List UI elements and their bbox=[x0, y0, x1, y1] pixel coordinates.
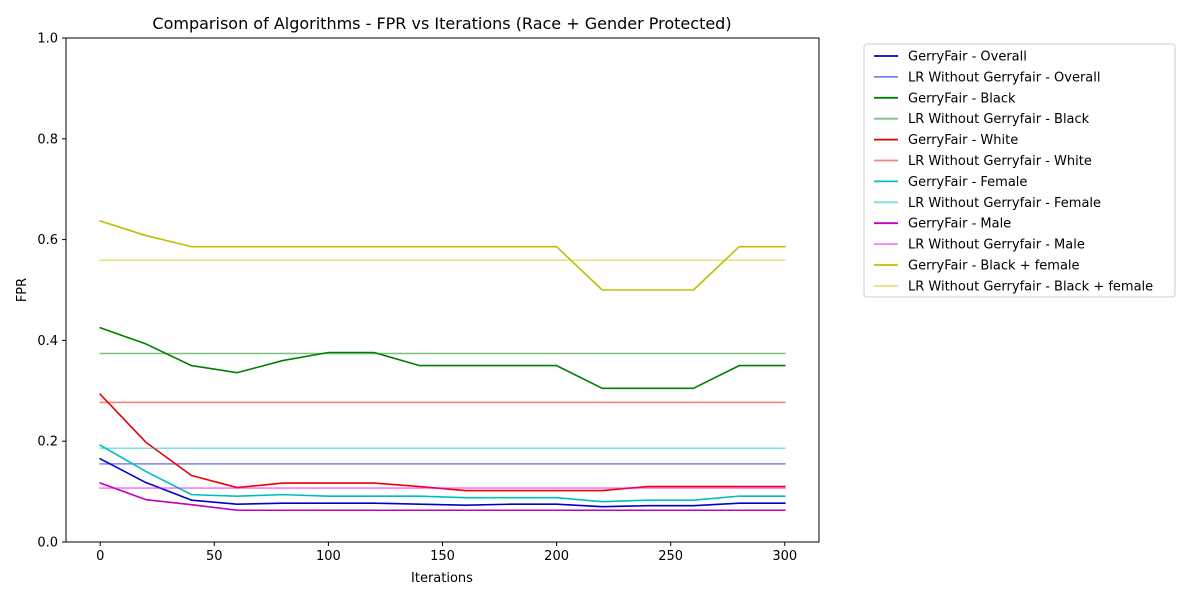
series-line-4 bbox=[99, 393, 786, 492]
series-line-2 bbox=[99, 326, 786, 390]
x-tick-label: 150 bbox=[430, 549, 455, 564]
legend-label: LR Without Gerryfair - White bbox=[908, 154, 1092, 169]
legend: GerryFair - Overall LR Without Gerryfair … bbox=[863, 43, 1176, 298]
legend-label: GerryFair - White bbox=[908, 133, 1018, 148]
legend-label: LR Without Gerryfair - Male bbox=[908, 238, 1085, 253]
y-tick-label: 0.8 bbox=[37, 132, 58, 147]
legend-label: LR Without Gerryfair - Black bbox=[908, 112, 1090, 127]
y-tick-label: 0.2 bbox=[37, 435, 58, 450]
legend-frame bbox=[863, 43, 1176, 298]
y-axis-label: FPR bbox=[15, 278, 30, 302]
x-axis-label: Iterations bbox=[411, 571, 473, 586]
chart-title: Comparison of Algorithms - FPR vs Iterat… bbox=[152, 14, 731, 33]
y-tick-label: 1.0 bbox=[37, 32, 58, 47]
x-tick-label: 0 bbox=[96, 549, 104, 564]
series-line-10 bbox=[99, 219, 786, 291]
series-line-8 bbox=[99, 482, 786, 512]
x-tick-label: 250 bbox=[658, 549, 683, 564]
y-axis-ticks: 0.0 0.2 0.4 0.6 0.8 1.0 bbox=[37, 32, 66, 551]
series-line-6 bbox=[99, 444, 786, 503]
y-tick-label: 0.4 bbox=[37, 334, 58, 349]
legend-label: GerryFair - Black + female bbox=[908, 259, 1080, 274]
legend-label: LR Without Gerryfair - Overall bbox=[908, 70, 1101, 85]
x-tick-label: 300 bbox=[772, 549, 797, 564]
plot-area: 0 50 100 150 200 250 300 0.0 0.2 0.4 0.6 0.8 1.0 bbox=[37, 32, 820, 564]
y-tick-label: 0.0 bbox=[37, 536, 58, 551]
x-axis-ticks: 0 50 100 150 200 250 300 bbox=[96, 542, 797, 564]
legend-label: GerryFair - Overall bbox=[908, 50, 1027, 65]
x-tick-label: 100 bbox=[316, 549, 341, 564]
legend-items: GerryFair - Overall LR Without Gerryfair … bbox=[874, 50, 1153, 294]
x-tick-label: 200 bbox=[544, 549, 569, 564]
y-tick-label: 0.6 bbox=[37, 233, 58, 248]
series-line-0 bbox=[99, 457, 786, 508]
legend-label: GerryFair - Black bbox=[908, 91, 1016, 106]
series-layer bbox=[99, 219, 786, 512]
legend-label: GerryFair - Female bbox=[908, 175, 1027, 190]
legend-label: LR Without Gerryfair - Female bbox=[908, 196, 1101, 211]
legend-label: LR Without Gerryfair - Black + female bbox=[908, 279, 1153, 294]
x-tick-label: 50 bbox=[206, 549, 223, 564]
legend-label: GerryFair - Male bbox=[908, 217, 1011, 232]
